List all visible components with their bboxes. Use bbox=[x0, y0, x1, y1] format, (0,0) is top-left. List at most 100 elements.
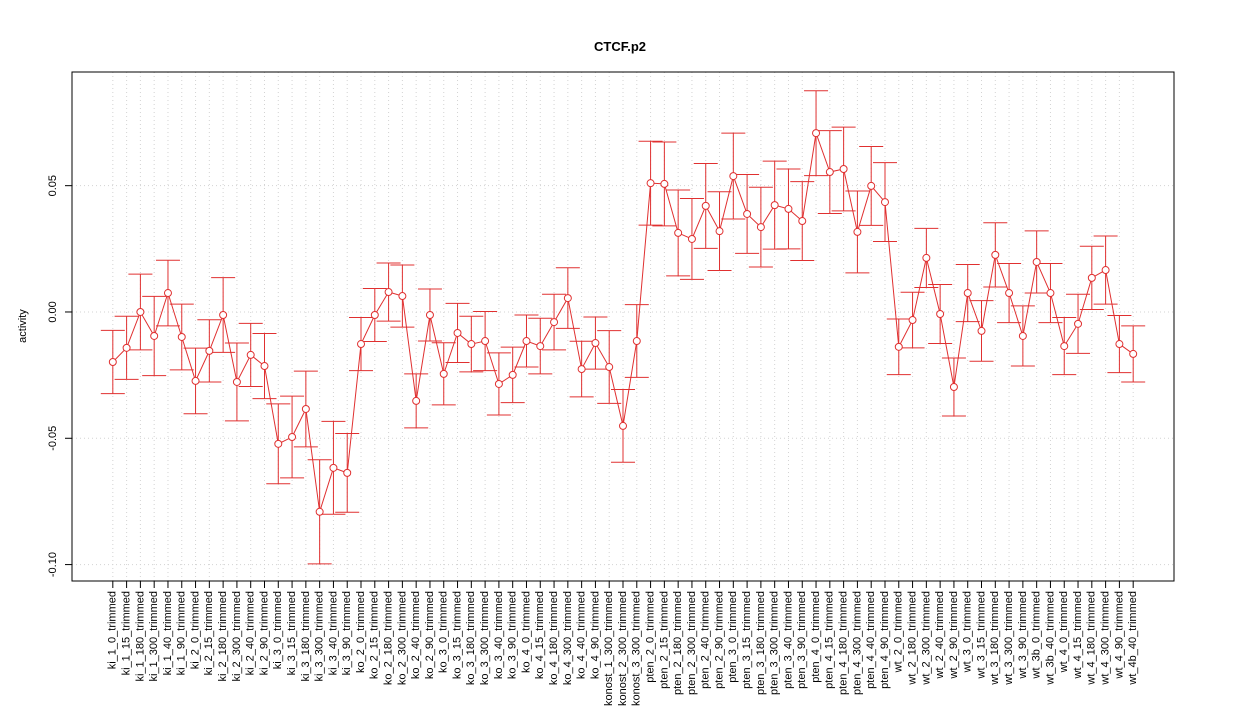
x-tick-label: ko_3_90_trimmed bbox=[507, 591, 519, 679]
x-tick-label: ki_3_180_trimmed bbox=[300, 591, 312, 682]
x-tick-label: pten_3_180_trimmed bbox=[755, 591, 767, 695]
point bbox=[1129, 349, 1138, 358]
point bbox=[991, 250, 1000, 259]
point bbox=[743, 209, 752, 218]
x-tick-label: pten_3_0_trimmed bbox=[727, 591, 739, 683]
point bbox=[522, 337, 531, 346]
x-tick-label: ki_3_300_trimmed bbox=[314, 591, 326, 682]
point bbox=[687, 234, 696, 243]
point bbox=[150, 331, 159, 340]
y-tick-label: 0.00 bbox=[47, 301, 59, 322]
point bbox=[274, 439, 283, 448]
point bbox=[577, 365, 586, 374]
chart-title: CTCF.p2 bbox=[594, 39, 646, 54]
point bbox=[329, 463, 338, 472]
point bbox=[798, 217, 807, 226]
x-tick-label: pten_2_0_trimmed bbox=[644, 591, 656, 683]
point bbox=[508, 370, 517, 379]
x-tick-label: wt_3b_0_trimmed bbox=[1031, 591, 1043, 679]
point bbox=[467, 340, 476, 349]
x-tick-label: pten_4_300_trimmed bbox=[851, 591, 863, 695]
x-tick-label: wt_4_300_trimmed bbox=[1100, 591, 1112, 686]
x-tick-label: wt_4_0_trimmed bbox=[1058, 591, 1070, 673]
point bbox=[1101, 266, 1110, 275]
point bbox=[136, 307, 145, 316]
x-tick-label: ki_1_0_trimmed bbox=[107, 591, 119, 669]
point bbox=[177, 332, 186, 341]
x-tick-label: wt_2_0_trimmed bbox=[893, 591, 905, 673]
x-tick-label: wt_4_90_trimmed bbox=[1113, 591, 1125, 679]
x-tick-label: ki_2_40_trimmed bbox=[245, 591, 257, 675]
x-tick-label: pten_2_40_trimmed bbox=[700, 591, 712, 689]
point bbox=[122, 343, 131, 352]
point bbox=[550, 318, 559, 327]
point bbox=[963, 289, 972, 298]
point bbox=[756, 223, 765, 232]
point bbox=[908, 316, 917, 325]
x-tick-label: pten_3_15_trimmed bbox=[741, 591, 753, 689]
point bbox=[357, 340, 366, 349]
x-tick-label: ki_2_300_trimmed bbox=[231, 591, 243, 682]
point bbox=[1046, 289, 1055, 298]
x-tick-label: ki_1_40_trimmed bbox=[162, 591, 174, 675]
point bbox=[439, 369, 448, 378]
x-tick-label: ki_1_300_trimmed bbox=[148, 591, 160, 682]
x-tick-label: konost_3_300_trimmed bbox=[631, 591, 643, 706]
x-tick-label: wt_4b_40_trimmed bbox=[1127, 591, 1139, 686]
x-tick-label: konost_1_300_trimmed bbox=[603, 591, 615, 706]
x-tick-label: ko_4_180_trimmed bbox=[548, 591, 560, 685]
point bbox=[205, 346, 214, 355]
point bbox=[1018, 331, 1027, 340]
x-tick-label: wt_3_90_trimmed bbox=[1017, 591, 1029, 679]
x-tick-label: pten_2_300_trimmed bbox=[686, 591, 698, 695]
x-tick-label: pten_4_0_trimmed bbox=[810, 591, 822, 683]
point bbox=[632, 337, 641, 346]
point bbox=[812, 129, 821, 138]
x-tick-label: wt_3_300_trimmed bbox=[1003, 591, 1015, 686]
point bbox=[839, 165, 848, 174]
x-tick-label: pten_4_15_trimmed bbox=[824, 591, 836, 689]
x-tick-label: wt_3_180_trimmed bbox=[989, 591, 1001, 686]
x-tick-label: ko_3_180_trimmed bbox=[465, 591, 477, 685]
x-tick-label: ki_2_15_trimmed bbox=[203, 591, 215, 675]
point bbox=[232, 377, 241, 386]
point bbox=[894, 342, 903, 351]
point bbox=[977, 326, 986, 335]
x-tick-label: ko_4_15_trimmed bbox=[534, 591, 546, 679]
point bbox=[343, 468, 352, 477]
x-tick-label: pten_4_90_trimmed bbox=[879, 591, 891, 689]
point bbox=[1060, 342, 1069, 351]
x-tick-label: pten_3_90_trimmed bbox=[796, 591, 808, 689]
x-tick-label: ko_3_300_trimmed bbox=[479, 591, 491, 685]
point bbox=[770, 201, 779, 210]
x-tick-label: ko_4_90_trimmed bbox=[589, 591, 601, 679]
point bbox=[936, 309, 945, 318]
x-tick-label: wt_3_0_trimmed bbox=[962, 591, 974, 673]
x-tick-label: ki_1_90_trimmed bbox=[176, 591, 188, 675]
x-tick-label: ko_2_90_trimmed bbox=[424, 591, 436, 679]
point bbox=[219, 311, 228, 320]
point bbox=[563, 294, 572, 303]
point bbox=[1032, 257, 1041, 266]
point bbox=[425, 311, 434, 320]
point bbox=[260, 362, 269, 371]
point bbox=[108, 357, 117, 366]
x-tick-label: ki_3_90_trimmed bbox=[341, 591, 353, 675]
x-tick-label: pten_3_40_trimmed bbox=[782, 591, 794, 689]
x-tick-label: ko_2_15_trimmed bbox=[369, 591, 381, 679]
point bbox=[660, 179, 669, 188]
x-tick-label: pten_2_15_trimmed bbox=[658, 591, 670, 689]
x-tick-label: ko_3_15_trimmed bbox=[451, 591, 463, 679]
x-tick-label: pten_4_180_trimmed bbox=[838, 591, 850, 695]
x-tick-label: ki_1_180_trimmed bbox=[134, 591, 146, 682]
point bbox=[384, 288, 393, 297]
x-tick-label: pten_2_180_trimmed bbox=[672, 591, 684, 695]
x-tick-label: ki_3_0_trimmed bbox=[272, 591, 284, 669]
point bbox=[784, 204, 793, 213]
x-tick-label: wt_4_15_trimmed bbox=[1072, 591, 1084, 679]
x-tick-label: ki_2_90_trimmed bbox=[258, 591, 270, 675]
point bbox=[674, 228, 683, 237]
x-tick-label: ko_2_180_trimmed bbox=[382, 591, 394, 685]
